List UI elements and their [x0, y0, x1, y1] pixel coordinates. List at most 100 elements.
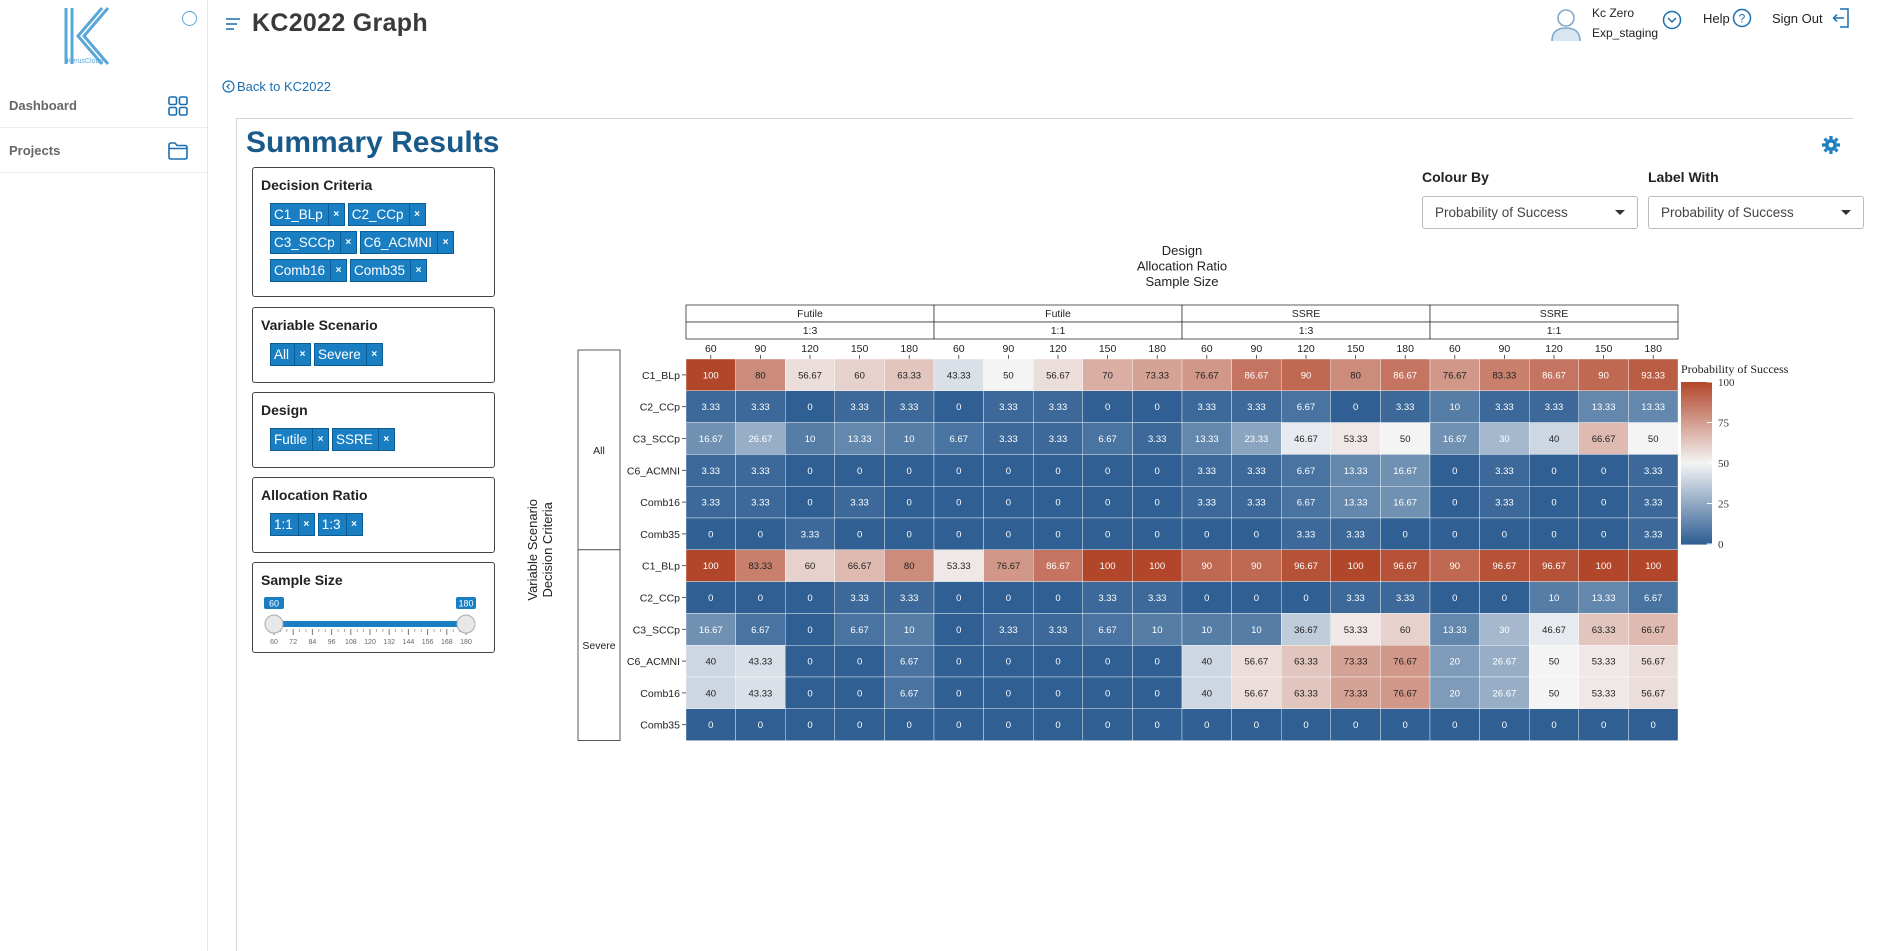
allocation-ratio-filter: Allocation Ratio 1:1 × 1:3 × [252, 477, 495, 553]
chip-list: 1:1 × 1:3 × [261, 513, 486, 536]
remove-chip-icon[interactable]: × [299, 349, 306, 360]
chip-label: Comb16 [271, 260, 332, 281]
folder-icon [168, 141, 188, 160]
filter-title: Allocation Ratio [261, 487, 368, 503]
sign-out-label[interactable]: Sign Out [1772, 11, 1823, 26]
back-link[interactable]: Back to KC2022 [222, 79, 331, 94]
remove-chip-icon[interactable]: × [345, 237, 352, 248]
content-panel [236, 118, 1853, 951]
caret-down-icon [1615, 210, 1625, 215]
filter-chip[interactable]: C2_CCp × [347, 203, 426, 226]
remove-chip-icon[interactable]: × [371, 349, 378, 360]
slider-tick-label: 168 [441, 639, 453, 646]
remove-chip-icon[interactable]: × [415, 265, 422, 276]
slider-tick-label: 108 [345, 639, 357, 646]
label-with-select[interactable]: Probability of Success [1648, 196, 1864, 229]
caret-down-icon [1841, 210, 1851, 215]
chip-label: C1_BLp [271, 204, 329, 225]
sidebar-item-dashboard[interactable]: Dashboard [0, 84, 207, 128]
filter-title: Design [261, 402, 308, 418]
filter-chip[interactable]: Comb35 × [350, 259, 428, 282]
sidebar-toggle[interactable] [182, 11, 197, 26]
chip-label: C3_SCCp [271, 232, 341, 253]
remove-chip-icon[interactable]: × [351, 519, 357, 530]
sidebar-item-label: Dashboard [9, 98, 77, 113]
chip-label: Futile [271, 429, 314, 450]
filter-title: Decision Criteria [261, 177, 373, 193]
user-name: Kc Zero [1592, 6, 1635, 20]
filter-chip[interactable]: C6_ACMNI × [359, 231, 455, 254]
slider-value-badge [264, 597, 284, 609]
sidebar-item-label: Projects [9, 143, 61, 158]
slider-tick-label: 120 [364, 639, 376, 646]
sign-out-icon[interactable] [1831, 7, 1851, 29]
help-icon[interactable]: ? [1732, 8, 1752, 28]
chip-label: 1:3 [319, 514, 347, 535]
remove-chip-icon[interactable]: × [383, 434, 390, 445]
remove-chip-icon[interactable]: × [414, 209, 420, 220]
filter-chip[interactable]: 1:3 × [317, 513, 363, 536]
chip-label: Severe [315, 344, 367, 365]
sample-size-filter: Sample Size 60 72 84 96 108 120 132 144 156 168 18… [252, 562, 495, 653]
remove-chip-icon[interactable]: × [442, 237, 449, 248]
filter-chip[interactable]: C3_SCCp × [270, 231, 357, 254]
slider-tick-label: 84 [309, 639, 317, 646]
slider-tick-label: 96 [328, 639, 336, 646]
slider-value-label: 60 [269, 599, 279, 609]
chip-list: Futile × SSRE × [261, 428, 486, 451]
slider-tick-label: 180 [460, 639, 472, 646]
chip-label: All [271, 344, 296, 365]
page-title: KC2022 Graph [252, 9, 428, 37]
slider-tick-label: 144 [403, 639, 415, 646]
slider-tick-label: 132 [383, 639, 395, 646]
slider-handle[interactable] [264, 614, 284, 634]
colour-by-value: Probability of Success [1435, 205, 1568, 220]
colour-by-label: Colour By [1422, 169, 1489, 185]
menu-icon[interactable] [225, 17, 243, 31]
user-avatar-icon[interactable] [1548, 4, 1584, 42]
remove-chip-icon[interactable]: × [303, 519, 310, 530]
slider-track[interactable] [274, 621, 466, 627]
logo-text: KerusCloud [66, 58, 104, 65]
remove-chip-icon[interactable]: × [335, 265, 342, 276]
chevron-down-icon[interactable] [1662, 10, 1682, 30]
filter-chip[interactable]: SSRE × [332, 428, 395, 451]
slider-tick-label: 60 [270, 639, 278, 646]
colour-by-select[interactable]: Probability of Success [1422, 196, 1638, 229]
remove-chip-icon[interactable]: × [333, 209, 340, 220]
filter-title: Sample Size [261, 572, 343, 588]
filter-chip[interactable]: Futile × [270, 428, 330, 451]
chip-label: C6_ACMNI [361, 232, 439, 253]
decision-criteria-filter: Decision Criteria C1_BLp × C2_CCp × C3_SCCp ×… [252, 167, 495, 297]
slider-tick-label: 72 [289, 639, 297, 646]
sample-size-slider[interactable]: 60 72 84 96 108 120 132 144 156 168 180 60 180 [260, 596, 484, 648]
chip-list: All × Severe × [261, 343, 486, 366]
slider-value-badge [456, 597, 476, 609]
variable-scenario-filter: Variable Scenario All × Severe × [252, 307, 495, 383]
slider-handle[interactable] [456, 614, 476, 634]
filter-chip[interactable]: 1:1 × [270, 513, 315, 536]
help-label[interactable]: Help [1703, 11, 1730, 26]
filter-title: Variable Scenario [261, 317, 378, 333]
chip-label: 1:1 [271, 514, 299, 535]
back-arrow-icon [222, 80, 235, 93]
kerus-logo[interactable] [58, 4, 112, 72]
filter-chip[interactable]: Severe × [314, 343, 383, 366]
chip-list: C1_BLp × C2_CCp × C3_SCCp × C6_ACMNI × Comb16 × Co… [261, 203, 486, 282]
grid-icon [168, 95, 188, 116]
label-with-label: Label With [1648, 169, 1719, 185]
slider-tick-label: 156 [422, 639, 434, 646]
filter-chip[interactable]: All × [270, 343, 312, 366]
filter-chip[interactable]: C1_BLp × [270, 203, 345, 226]
user-environment: Exp_staging [1592, 26, 1659, 40]
label-with-value: Probability of Success [1661, 205, 1794, 220]
remove-chip-icon[interactable]: × [317, 434, 324, 445]
back-link-label: Back to KC2022 [237, 79, 331, 94]
filter-chip[interactable]: Comb16 × [270, 259, 348, 282]
chip-label: Comb35 [351, 260, 412, 281]
summary-title: Summary Results [246, 126, 500, 159]
sidebar-item-projects[interactable]: Projects [0, 129, 207, 173]
slider-value-label: 180 [458, 599, 473, 609]
gear-icon[interactable] [1821, 135, 1841, 155]
